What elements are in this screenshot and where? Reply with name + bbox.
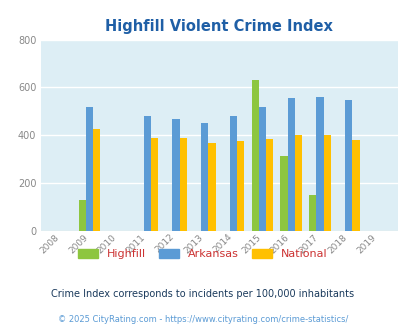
Bar <box>143 116 150 231</box>
Text: Crime Index corresponds to incidents per 100,000 inhabitants: Crime Index corresponds to incidents per… <box>51 289 354 299</box>
Bar <box>86 107 93 231</box>
Bar <box>352 140 359 231</box>
Bar <box>287 98 294 231</box>
Bar <box>258 107 265 231</box>
Bar <box>201 123 208 231</box>
Bar <box>179 138 186 231</box>
Bar <box>150 138 158 231</box>
Bar <box>79 200 86 231</box>
Legend: Highfill, Arkansas, National: Highfill, Arkansas, National <box>73 244 332 263</box>
Bar <box>294 135 301 231</box>
Bar <box>316 97 323 231</box>
Bar <box>323 135 330 231</box>
Title: Highfill Violent Crime Index: Highfill Violent Crime Index <box>105 19 333 34</box>
Bar <box>280 156 287 231</box>
Bar <box>172 118 179 231</box>
Bar <box>237 141 244 231</box>
Bar <box>344 100 352 231</box>
Bar <box>93 129 100 231</box>
Bar <box>265 139 273 231</box>
Bar <box>251 80 258 231</box>
Bar <box>230 116 237 231</box>
Text: © 2025 CityRating.com - https://www.cityrating.com/crime-statistics/: © 2025 CityRating.com - https://www.city… <box>58 315 347 324</box>
Bar <box>309 195 316 231</box>
Bar <box>208 143 215 231</box>
